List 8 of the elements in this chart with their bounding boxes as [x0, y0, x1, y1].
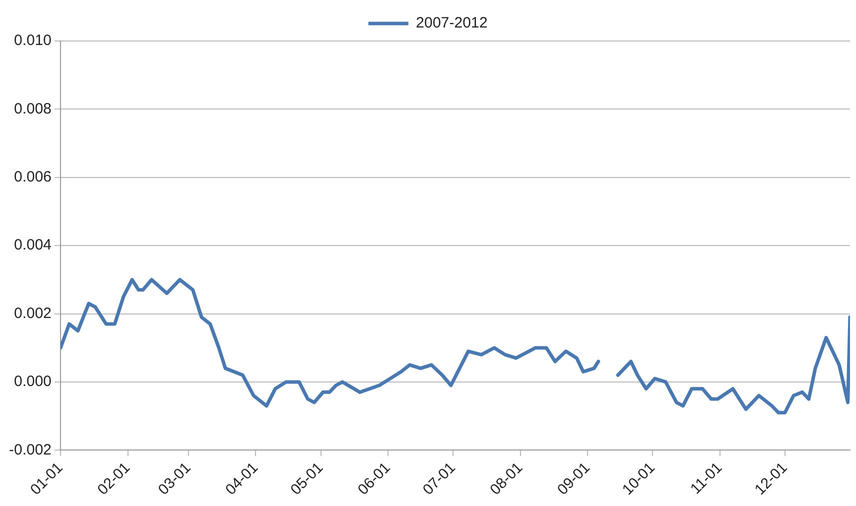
y-tick-label: 0.010: [14, 32, 52, 50]
y-tick-label: 0.002: [14, 304, 52, 322]
y-tick-label: -0.002: [8, 441, 52, 458]
y-tick-label: 0.000: [14, 373, 52, 390]
y-tick-label: 0.008: [14, 100, 52, 118]
y-tick-label: 0.004: [14, 236, 52, 254]
legend-label: 2007-2012: [416, 14, 488, 32]
y-tick-label: 0.006: [14, 168, 52, 186]
